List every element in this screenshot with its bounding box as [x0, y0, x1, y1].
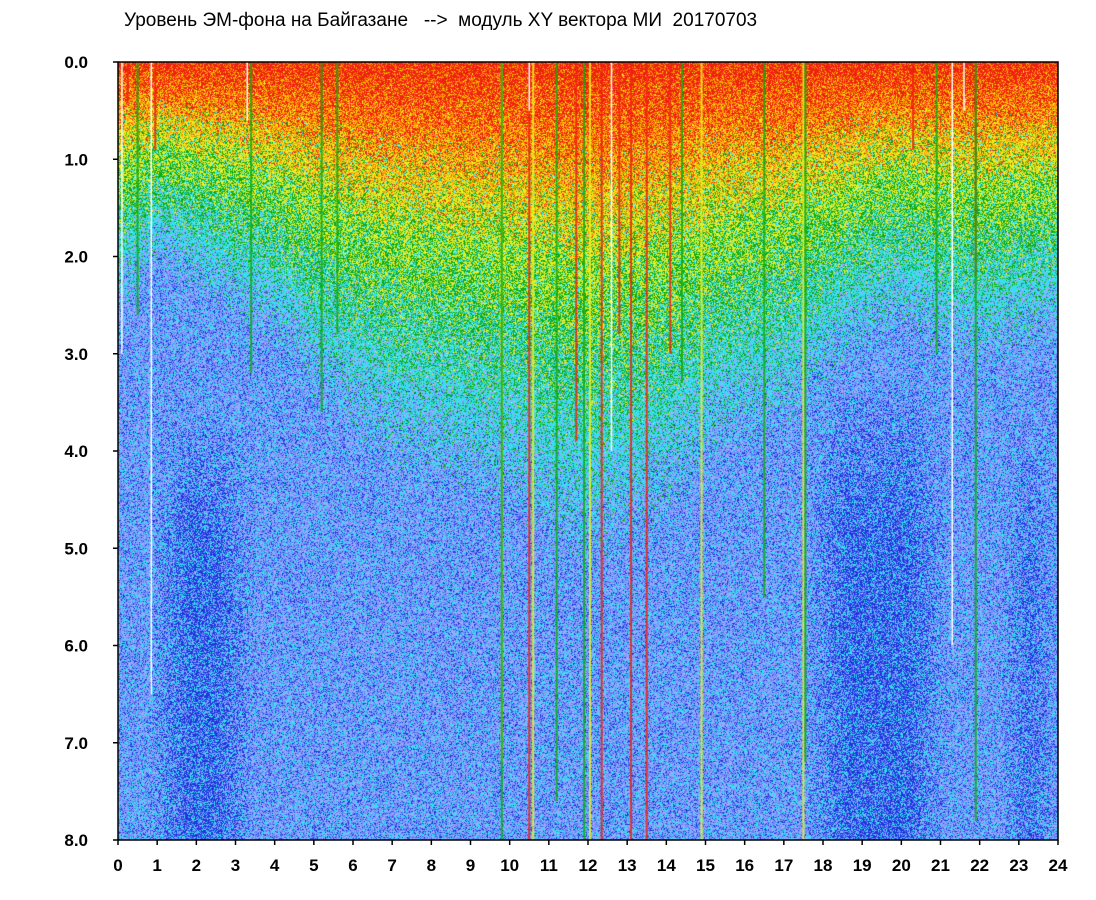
x-tick-label: 14	[657, 856, 676, 875]
x-tick-label: 17	[774, 856, 793, 875]
y-tick-label: 8.0	[64, 831, 88, 850]
x-tick-label: 16	[735, 856, 754, 875]
x-tick-label: 19	[853, 856, 872, 875]
y-tick-label: 1.0	[64, 150, 88, 169]
x-tick-label: 15	[696, 856, 715, 875]
plot-frame	[117, 61, 1059, 841]
heatmap-plot	[118, 62, 1058, 840]
y-tick-label: 6.0	[64, 637, 88, 656]
x-tick-label: 4	[270, 856, 280, 875]
x-tick-label: 3	[231, 856, 240, 875]
y-tick-label: 5.0	[64, 539, 88, 558]
x-tick-label: 9	[466, 856, 475, 875]
x-tick-label: 22	[970, 856, 989, 875]
x-tick-label: 12	[579, 856, 598, 875]
chart-title: Уровень ЭМ-фона на Байгазане --> модуль …	[124, 10, 758, 31]
x-tick-label: 23	[1009, 856, 1028, 875]
x-tick-label: 18	[814, 856, 833, 875]
x-tick-label: 20	[892, 856, 911, 875]
x-tick-label: 6	[348, 856, 357, 875]
y-axis: 0.0 1.0 2.0 3.0 4.0 5.0 6.0 7.0 8.0	[64, 53, 118, 850]
x-tick-label: 10	[500, 856, 519, 875]
x-tick-label: 13	[618, 856, 637, 875]
x-tick-label: 11	[540, 856, 558, 875]
y-tick-label: 4.0	[64, 442, 88, 461]
y-tick-label: 2.0	[64, 248, 88, 267]
x-axis: 0 1 2 3 4 5 6 7 8 9 10 11 12 13 14 15 16 17 18 19 20 21 22 23 24	[113, 840, 1068, 875]
x-tick-label: 7	[387, 856, 396, 875]
x-tick-label: 5	[309, 856, 318, 875]
x-tick-label: 8	[427, 856, 436, 875]
x-tick-label: 24	[1049, 856, 1068, 875]
y-tick-label: 7.0	[64, 734, 88, 753]
x-tick-label: 0	[113, 856, 122, 875]
x-tick-label: 1	[152, 856, 161, 875]
x-tick-label: 2	[192, 856, 201, 875]
x-tick-label: 21	[931, 856, 950, 875]
y-tick-label: 0.0	[64, 53, 88, 72]
y-tick-label: 3.0	[64, 345, 88, 364]
